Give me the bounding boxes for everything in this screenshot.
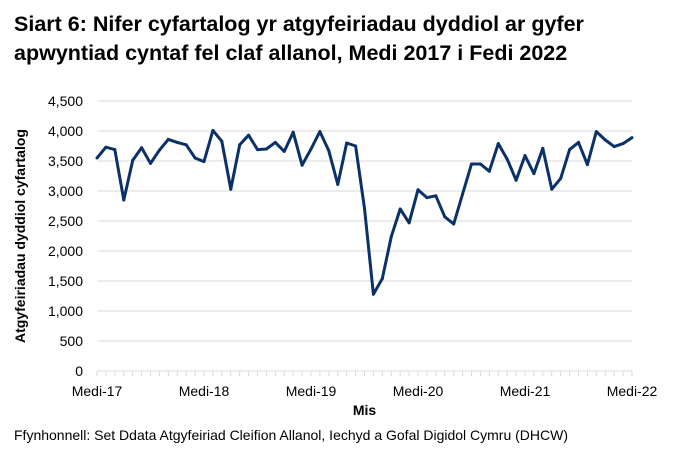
source-note: Ffynhonnell: Set Ddata Atgyfeiriad Cleif… [14,427,569,443]
data-point [149,161,152,165]
x-tick-label: Medi-18 [179,383,230,399]
data-point [104,145,108,149]
data-point [345,141,349,145]
data-point [157,148,161,152]
y-tick-label: 1,500 [48,273,83,289]
data-point [363,206,366,210]
x-tick-label: Medi-19 [286,383,337,399]
chart-title: Siart 6: Nifer cyfartalog yr atgyfeiriad… [14,12,584,65]
y-tick-label: 2,000 [48,243,83,259]
data-point [380,277,384,281]
data-point [220,139,224,143]
data-point [318,130,322,134]
data-point [541,146,545,150]
y-tick-label: 4,500 [48,93,83,109]
data-point [603,138,607,142]
data-point [193,156,197,160]
y-tick-label: 3,500 [48,153,83,169]
data-point [354,144,358,148]
x-tick-label: Medi-22 [607,383,658,399]
data-point [256,148,259,152]
data-line [95,128,633,296]
data-point [559,176,563,180]
y-tick-label: 500 [60,333,84,349]
data-point [238,143,242,147]
data-point [407,221,411,225]
data-point [184,143,188,147]
data-point [131,158,135,162]
data-point [550,187,554,191]
data-point [461,192,465,196]
data-point [398,207,402,211]
data-point [202,160,206,164]
data-point [282,149,286,153]
data-point [585,163,589,167]
data-point [630,136,634,140]
data-point [514,178,518,182]
data-point [211,128,215,132]
data-point [122,198,126,202]
data-point [113,148,117,152]
data-point [247,133,251,137]
x-axis-title: Mis [353,402,377,418]
data-point [229,187,233,191]
data-point [166,137,170,141]
data-point [443,215,447,219]
data-point [577,140,580,144]
data-point [568,148,572,152]
data-point [327,149,331,153]
data-point [523,154,527,158]
data-point [389,235,393,239]
data-point [478,162,482,166]
data-point [95,156,99,160]
x-tick-label: Medi-21 [500,383,551,399]
y-tick-label: 1,000 [48,303,83,319]
data-point [309,147,313,151]
y-tick-label: 0 [75,363,83,379]
x-tick-label: Medi-20 [393,383,444,399]
data-point [496,142,500,146]
data-point [470,162,473,166]
data-point [264,147,268,151]
x-tick-label: Medi-17 [72,383,123,399]
data-point [532,172,536,176]
data-point [487,169,491,173]
data-point [273,140,277,144]
data-point [434,194,438,198]
data-point [291,130,295,134]
data-point [175,140,179,144]
y-tick-label: 2,500 [48,213,83,229]
data-point [140,146,144,150]
data-point [452,222,456,226]
data-point [416,188,420,192]
data-point [336,182,340,186]
data-point [371,292,375,296]
y-tick-label: 4,000 [48,123,83,139]
data-point [621,142,625,146]
y-tick-label: 3,000 [48,183,83,199]
data-point [425,196,429,200]
data-point [505,157,509,161]
y-axis-title: Atgyfeiriadau dyddiol cyfartalog [12,129,28,343]
data-point [594,130,598,134]
data-point [300,163,304,167]
data-point [612,145,616,149]
